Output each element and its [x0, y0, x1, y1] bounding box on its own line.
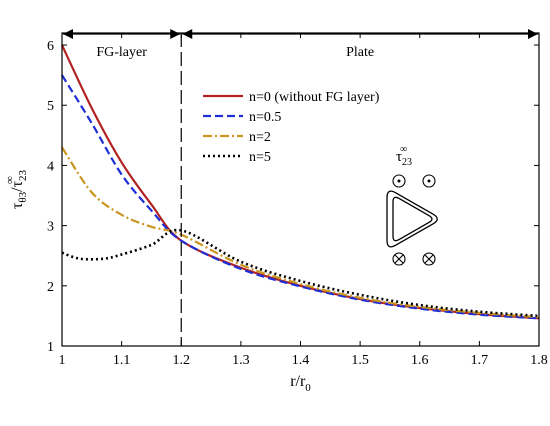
y-tick-label-4: 5	[47, 99, 54, 114]
y-tick-label-2: 3	[47, 220, 54, 235]
inset-hole-inner	[392, 196, 433, 242]
axes-layer: 1 1.1 1.2 1.3 1.4 1.5 1.6 1.7 1.8 1 2 3 4 5 6 r/r0 τθ3/τ…	[4, 32, 548, 394]
y-tick-label-0: 1	[47, 340, 54, 355]
y-tick-label-1: 2	[47, 280, 54, 295]
y-tick-label-3: 4	[47, 159, 54, 174]
inset-cross-symbol-0	[392, 252, 406, 266]
annotation-layer: FG-layer Plate τ23∞	[63, 29, 538, 346]
y-tick-label-5: 6	[47, 39, 54, 54]
x-tick-label-7: 1.7	[471, 353, 489, 368]
inset-dot-center-0	[397, 179, 401, 183]
x-tick-label-1: 1.1	[113, 353, 131, 368]
x-tick-label-3: 1.3	[232, 353, 250, 368]
inset-cross-b-1	[424, 254, 434, 264]
inset-hole-outer	[386, 190, 438, 248]
x-tick-label-0: 1	[59, 353, 66, 368]
region-arrowhead-right-1	[528, 29, 538, 39]
x-tick-label-6: 1.6	[411, 353, 429, 368]
region-label-0: FG-layer	[96, 45, 147, 60]
inset-cross-b-0	[394, 254, 404, 264]
inset-label: τ23∞	[396, 144, 412, 168]
region-label-1: Plate	[346, 45, 374, 60]
inset-dot-symbol-0	[392, 174, 406, 188]
region-arrowhead-left-1	[182, 29, 193, 39]
legend-label-2: n=2	[249, 130, 271, 145]
x-axis-title: r/r0	[290, 373, 311, 394]
region-arrowhead-left-0	[63, 29, 73, 39]
legend-label-0: n=0 (without FG layer)	[249, 90, 380, 105]
plot-layer	[61, 44, 540, 320]
series-line-1	[61, 74, 540, 320]
x-tick-label-5: 1.5	[351, 353, 369, 368]
legend-label-3: n=5	[249, 150, 271, 165]
inset-dot-center-1	[427, 179, 431, 183]
x-tick-label-2: 1.2	[173, 353, 191, 368]
x-tick-label-4: 1.4	[292, 353, 310, 368]
y-axis-title: τθ3/τ23∞	[4, 169, 29, 209]
series-line-3	[61, 228, 540, 318]
inset-cross-symbol-1	[422, 252, 436, 266]
legend: n=0 (without FG layer) n=0.5 n=2 n=5	[203, 90, 380, 165]
legend-label-1: n=0.5	[249, 110, 281, 125]
x-tick-label-8: 1.8	[530, 353, 548, 368]
series-line-2	[61, 146, 540, 319]
region-arrowhead-right-0	[170, 29, 181, 39]
inset-dot-symbol-1	[422, 174, 436, 188]
